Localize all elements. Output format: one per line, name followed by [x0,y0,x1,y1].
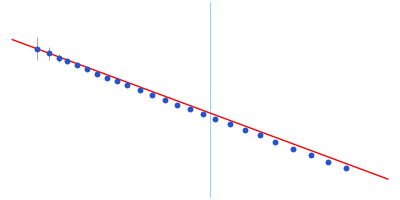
Point [114,80,120,83]
Point [64,59,70,62]
Point [104,76,110,79]
Point [307,153,314,157]
Point [34,47,40,50]
Point [199,112,206,116]
Point [94,72,100,75]
Point [149,94,156,97]
Point [272,140,278,144]
Point [162,98,168,102]
Point [257,134,264,137]
Point [74,63,80,66]
Point [242,128,248,131]
Point [325,160,331,163]
Point [174,103,180,106]
Point [342,167,349,170]
Point [84,68,90,71]
Point [290,147,296,150]
Point [136,88,143,91]
Point [187,108,193,111]
Point [227,123,233,126]
Point [124,83,130,87]
Point [212,117,218,120]
Point [56,56,62,60]
Point [46,52,52,55]
